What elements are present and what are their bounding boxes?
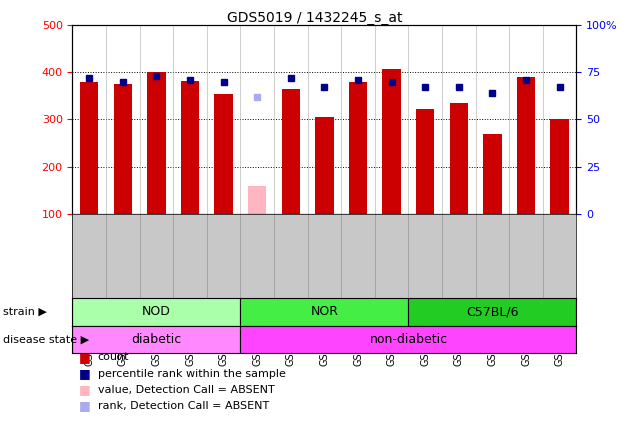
Bar: [315, 117, 334, 214]
Text: C57BL/6: C57BL/6: [466, 305, 518, 319]
Text: value, Detection Call = ABSENT: value, Detection Call = ABSENT: [98, 385, 275, 395]
Text: count: count: [98, 352, 129, 363]
Text: rank, Detection Call = ABSENT: rank, Detection Call = ABSENT: [98, 401, 269, 411]
Bar: [113, 84, 132, 214]
Text: diabetic: diabetic: [131, 333, 181, 346]
Text: strain ▶: strain ▶: [3, 307, 47, 317]
Bar: [416, 109, 435, 214]
Text: NOR: NOR: [311, 305, 338, 319]
Bar: [72, 326, 241, 353]
Text: percentile rank within the sample: percentile rank within the sample: [98, 368, 285, 379]
Bar: [248, 186, 266, 214]
Bar: [517, 77, 536, 214]
Bar: [80, 82, 98, 214]
Bar: [483, 134, 501, 214]
Bar: [147, 72, 166, 214]
Bar: [382, 69, 401, 214]
Text: ■: ■: [79, 351, 91, 364]
Bar: [282, 89, 300, 214]
Text: NOD: NOD: [142, 305, 171, 319]
Text: ■: ■: [79, 367, 91, 380]
Text: ■: ■: [79, 399, 91, 412]
Text: ■: ■: [79, 383, 91, 396]
Bar: [214, 93, 233, 214]
Bar: [241, 326, 576, 353]
Bar: [181, 81, 199, 214]
Bar: [408, 298, 576, 326]
Text: disease state ▶: disease state ▶: [3, 335, 89, 344]
Text: non-diabetic: non-diabetic: [369, 333, 447, 346]
Text: GDS5019 / 1432245_s_at: GDS5019 / 1432245_s_at: [227, 11, 403, 25]
Bar: [551, 118, 569, 214]
Bar: [72, 298, 241, 326]
Bar: [349, 82, 367, 214]
Bar: [450, 102, 468, 214]
Bar: [241, 298, 408, 326]
